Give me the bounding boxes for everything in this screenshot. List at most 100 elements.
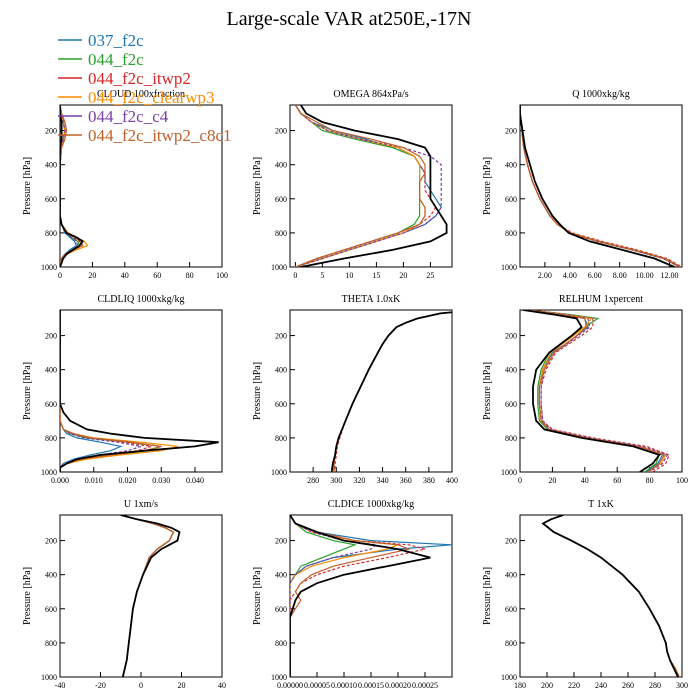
- y-axis-label: Pressure [hPa]: [482, 362, 493, 420]
- legend-label: 044_f2c: [88, 50, 144, 69]
- series-group: [60, 310, 219, 472]
- x-tick-label: 20: [399, 271, 407, 280]
- x-tick-label: 40: [581, 476, 589, 485]
- x-tick-label: 220: [568, 681, 580, 690]
- x-tick-label: 40: [121, 271, 129, 280]
- x-tick-label: 5: [320, 271, 324, 280]
- y-axis-label: Pressure [hPa]: [22, 567, 33, 625]
- legend-label: 044_f2c_clearwp3: [88, 88, 215, 107]
- series-line-044_f2c_clearwp3: [60, 105, 89, 267]
- y-tick-label: 200: [275, 537, 287, 546]
- series-line-044_f2c_c4: [520, 105, 680, 267]
- y-tick-label: 800: [45, 229, 57, 238]
- series-line-044_f2c_clearwp3: [294, 105, 426, 267]
- series-line-044_f2c: [120, 515, 175, 677]
- panel-4: CLDLIQ 1000xkg/kg Pressure [hPa] 200 400 600…: [22, 294, 223, 485]
- x-tick-label: 240: [595, 681, 607, 690]
- panel-title: RELHUM 1xpercent: [559, 294, 643, 305]
- x-tick-label: 280: [649, 681, 661, 690]
- x-tick-label: 80: [186, 271, 194, 280]
- series-line-obs: [300, 105, 448, 267]
- x-tick-label: 40: [218, 681, 226, 690]
- x-tick-label: 0.000: [51, 476, 69, 485]
- x-tick-label: 300: [330, 476, 342, 485]
- x-tick-label: 8.00: [613, 271, 627, 280]
- series-line-044_f2c_c4: [294, 105, 442, 267]
- y-tick-label: 1000: [501, 468, 517, 477]
- series-line-044_f2c_c4: [541, 515, 680, 677]
- series-line-037_f2c: [290, 515, 452, 677]
- panel-5: THETA 1.0xK Pressure [hPa] 200 400 600 800 100…: [252, 294, 458, 485]
- y-tick-label: 200: [505, 332, 517, 341]
- x-tick-label: 0.00025: [412, 681, 438, 690]
- panel-title: THETA 1.0xK: [342, 294, 401, 305]
- y-tick-label: 200: [505, 127, 517, 136]
- panel-title: U 1xm/s: [124, 499, 158, 510]
- figure-title: Large-scale VAR at250E,-17N: [227, 8, 472, 30]
- series-line-044_f2c_c4: [60, 310, 142, 472]
- panel-frame: [289, 104, 453, 268]
- y-tick-label: 800: [275, 434, 287, 443]
- series-line-obs: [60, 105, 85, 267]
- y-tick-label: 600: [45, 195, 57, 204]
- x-tick-label: 0.030: [152, 476, 170, 485]
- series-line-037_f2c: [520, 105, 680, 267]
- x-tick-label: 0.040: [186, 476, 204, 485]
- y-tick-label: 400: [45, 571, 57, 580]
- series-line-obs: [520, 105, 675, 267]
- panel-frame: [59, 309, 223, 473]
- y-tick-label: 1000: [501, 263, 517, 272]
- series-line-044_f2c_itwp2: [334, 311, 452, 472]
- y-tick-label: 800: [275, 229, 287, 238]
- panel-title: Q 1000xkg/kg: [572, 89, 630, 100]
- x-tick-label: 60: [613, 476, 621, 485]
- y-tick-label: 200: [45, 537, 57, 546]
- panel-title: CLDLIQ 1000xkg/kg: [98, 294, 185, 305]
- x-tick-label: 0: [293, 271, 297, 280]
- series-line-044_f2c_itwp2_c8c1: [290, 515, 411, 677]
- x-tick-label: 180: [514, 681, 526, 690]
- x-tick-label: 200: [541, 681, 553, 690]
- x-tick-label: 20: [178, 681, 186, 690]
- x-tick-label: 20: [88, 271, 96, 280]
- legend-label: 044_f2c_c4: [88, 107, 169, 126]
- x-tick-label: 10: [345, 271, 353, 280]
- series-line-044_f2c_itwp2_c8c1: [120, 515, 175, 677]
- y-tick-label: 400: [45, 366, 57, 375]
- y-tick-label: 400: [505, 571, 517, 580]
- x-tick-label: 320: [353, 476, 365, 485]
- panel-8: CLDICE 1000xkg/kg Pressure [hPa] 200 400 600…: [252, 499, 453, 690]
- legend-label: 044_f2c_itwp2: [88, 69, 191, 88]
- series-line-044_f2c: [290, 515, 357, 677]
- x-tick-label: 4.00: [563, 271, 577, 280]
- series-line-044_f2c_c4: [528, 310, 669, 472]
- y-tick-label: 800: [45, 639, 57, 648]
- series-line-037_f2c: [120, 515, 175, 677]
- series-group: [294, 105, 448, 267]
- y-tick-label: 200: [45, 127, 57, 136]
- y-axis-label: Pressure [hPa]: [252, 157, 263, 215]
- y-tick-label: 600: [505, 400, 517, 409]
- series-line-044_f2c_itwp2: [528, 310, 670, 472]
- series-line-044_f2c_itwp2_c8c1: [541, 515, 680, 677]
- y-tick-label: 600: [275, 605, 287, 614]
- legend: 037_f2c044_f2c044_f2c_itwp2044_f2c_clear…: [58, 31, 232, 145]
- x-tick-label: 360: [400, 476, 412, 485]
- x-tick-label: -40: [55, 681, 66, 690]
- y-tick-label: 200: [275, 332, 287, 341]
- x-tick-label: 340: [377, 476, 389, 485]
- series-line-037_f2c: [333, 311, 452, 472]
- series-group: [290, 515, 452, 677]
- y-tick-label: 800: [45, 434, 57, 443]
- x-tick-label: 6.00: [588, 271, 602, 280]
- panel-3: Q 1000xkg/kg Pressure [hPa] 200 400 600 800 10…: [482, 89, 683, 280]
- panel-frame: [289, 514, 453, 678]
- panel-frame: [519, 104, 683, 268]
- series-line-obs: [523, 310, 661, 472]
- y-tick-label: 400: [505, 366, 517, 375]
- series-line-037_f2c: [541, 515, 680, 677]
